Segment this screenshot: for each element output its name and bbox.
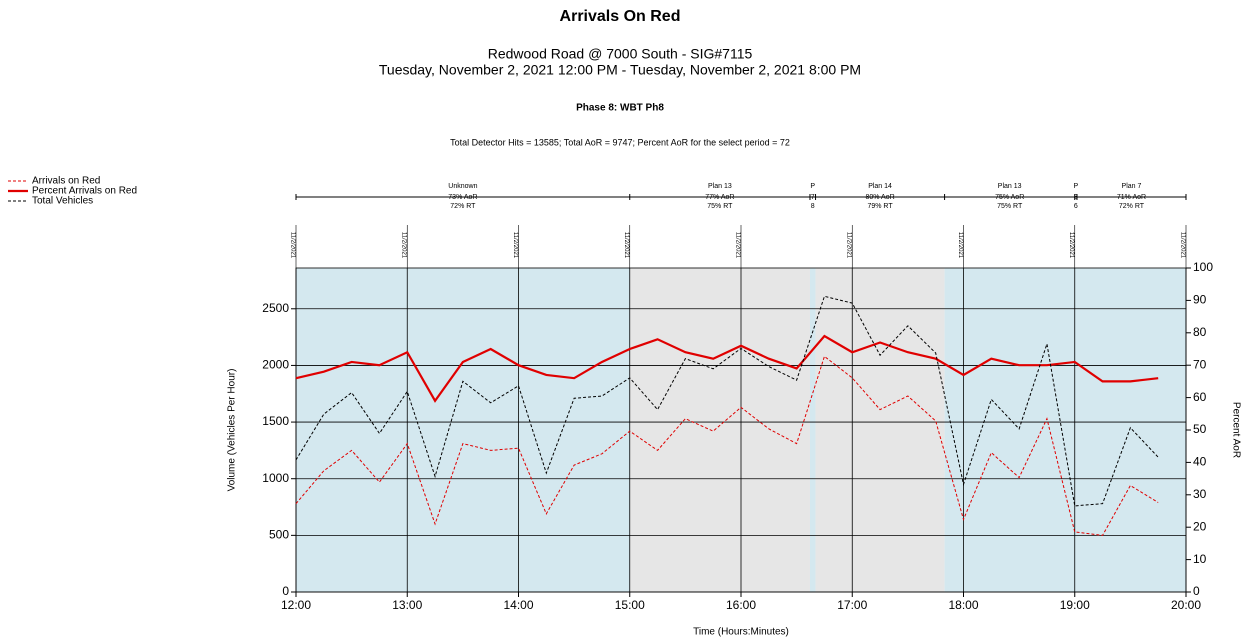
plan-band <box>629 268 810 592</box>
chart-title: Arrivals On Red <box>560 8 681 25</box>
y2-tick-label: 30 <box>1193 487 1207 501</box>
plan-aor: 73% AoR <box>448 194 477 201</box>
plan-name: Plan 13 <box>998 183 1022 190</box>
x-tick-label: 12:00 <box>281 598 311 612</box>
plan-aor: 3 <box>1074 194 1078 201</box>
y-tick-label: 0 <box>282 584 289 598</box>
plan-rt: 72% RT <box>450 203 476 210</box>
y2-tick-label: 60 <box>1193 390 1207 404</box>
date-label: 11/2/2021 <box>623 232 629 259</box>
y2-tick-label: 50 <box>1193 422 1207 436</box>
plan-name: Unknown <box>448 183 477 190</box>
y2-tick-label: 0 <box>1193 584 1200 598</box>
plan-band <box>1074 268 1077 592</box>
plan-rt: 75% RT <box>997 203 1023 210</box>
plan-band <box>296 268 630 592</box>
plan-name: P <box>1074 183 1079 190</box>
x-axis-label: Time (Hours:Minutes) <box>693 627 789 638</box>
summary: Total Detector Hits = 13585; Total AoR =… <box>450 137 790 147</box>
plan-band <box>815 268 945 592</box>
subtitle: Redwood Road @ 7000 South - SIG#7115 <box>488 46 753 62</box>
plan-aor: 75% AoR <box>995 194 1024 201</box>
legend-label: Percent Arrivals on Red <box>32 186 137 197</box>
plan-name: Plan 13 <box>708 183 732 190</box>
plan-aor: 71% AoR <box>1117 194 1146 201</box>
y-tick-label: 2500 <box>262 301 289 315</box>
phase-label: Phase 8: WBT Ph8 <box>576 103 664 114</box>
y-tick-label: 1000 <box>262 471 289 485</box>
x-tick-label: 17:00 <box>837 598 867 612</box>
plan-rt: 79% RT <box>867 203 893 210</box>
y2-tick-label: 10 <box>1193 552 1207 566</box>
series-line <box>295 355 1159 536</box>
plan-rt: 75% RT <box>707 203 733 210</box>
plan-aor: 80% AoR <box>865 194 894 201</box>
legend-label: Arrivals on Red <box>32 176 100 187</box>
x-tick-label: 16:00 <box>726 598 756 612</box>
plan-rt: 6 <box>1074 203 1078 210</box>
date-label: 11/2/2021 <box>401 232 407 259</box>
plan-band <box>1076 268 1186 592</box>
date-label: 11/2/2021 <box>957 232 963 259</box>
plan-aor: 77% AoR <box>705 194 734 201</box>
date-label: 11/2/2021 <box>734 232 740 259</box>
y2-tick-label: 70 <box>1193 357 1207 371</box>
plot-frame <box>295 267 1187 593</box>
y2-axis-label: Percent AoR <box>1230 402 1241 458</box>
date-label: 11/2/2021 <box>289 232 295 259</box>
plan-band <box>809 268 816 592</box>
plan-name: Plan 7 <box>1122 183 1142 190</box>
plan-name: P <box>810 183 815 190</box>
series-line <box>295 334 1159 403</box>
date-label: 11/2/2021 <box>1068 232 1074 259</box>
x-tick-label: 15:00 <box>615 598 645 612</box>
y2-tick-label: 90 <box>1193 293 1207 307</box>
y2-tick-label: 40 <box>1193 455 1207 469</box>
y2-tick-label: 20 <box>1193 519 1207 533</box>
y-tick-label: 500 <box>269 528 289 542</box>
plan-aor: 7 <box>811 194 815 201</box>
y-axis-label: Volume (Vehicles Per Hour) <box>227 369 238 492</box>
y-tick-label: 1500 <box>262 414 289 428</box>
y-tick-label: 2000 <box>262 358 289 372</box>
date-label: 11/2/2021 <box>512 232 518 259</box>
x-tick-label: 20:00 <box>1171 598 1201 612</box>
plan-rt: 72% RT <box>1119 203 1145 210</box>
legend-label: Total Vehicles <box>32 196 93 207</box>
date-label: 11/2/2021 <box>1179 232 1185 259</box>
x-tick-label: 13:00 <box>392 598 422 612</box>
plan-band <box>944 268 1075 592</box>
subtitle: Tuesday, November 2, 2021 12:00 PM - Tue… <box>379 62 861 78</box>
x-tick-label: 19:00 <box>1060 598 1090 612</box>
plan-rt: 8 <box>811 203 815 210</box>
date-label: 11/2/2021 <box>846 232 852 259</box>
x-tick-label: 14:00 <box>503 598 533 612</box>
y2-tick-label: 80 <box>1193 325 1207 339</box>
y2-tick-label: 100 <box>1193 260 1213 274</box>
x-tick-label: 18:00 <box>948 598 978 612</box>
plan-name: Plan 14 <box>868 183 892 190</box>
